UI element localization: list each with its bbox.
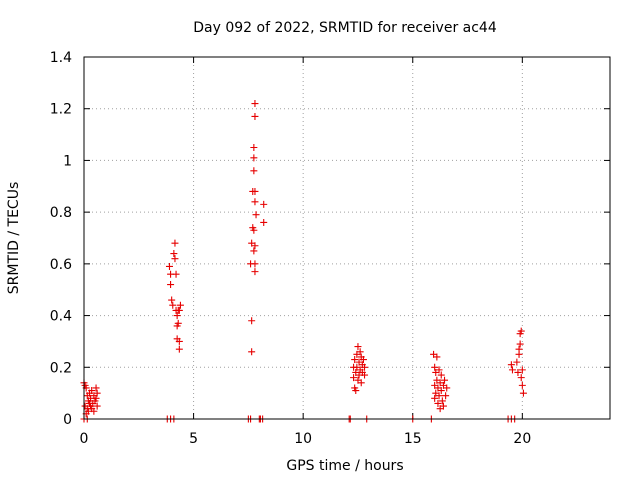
data-point xyxy=(359,356,367,364)
data-point xyxy=(250,247,258,255)
y-tick-label: 1 xyxy=(63,153,72,169)
data-point xyxy=(92,394,100,402)
data-point xyxy=(431,363,439,371)
y-tick-label: 1.4 xyxy=(50,50,72,66)
y-tick-label: 1.2 xyxy=(50,102,72,118)
data-point xyxy=(352,387,360,395)
x-tick-label: 0 xyxy=(80,431,89,447)
data-point xyxy=(251,187,259,195)
data-point xyxy=(517,374,525,382)
data-point xyxy=(443,384,451,392)
data-point xyxy=(513,358,521,366)
data-point xyxy=(441,376,449,384)
data-point xyxy=(173,312,181,320)
data-point xyxy=(439,402,447,410)
data-point xyxy=(517,327,525,335)
data-point xyxy=(354,343,362,351)
data-point xyxy=(176,301,184,309)
data-point xyxy=(251,112,259,120)
data-point xyxy=(175,306,183,314)
data-point xyxy=(260,200,268,208)
y-tick-label: 0.4 xyxy=(50,309,72,325)
y-tick-label: 0.2 xyxy=(50,360,72,376)
data-point xyxy=(167,281,175,289)
axis-ticks: 0 5 10 15 20 0 0.2 0.4 0.6 0.8 1 1.2 1.4 xyxy=(50,50,610,447)
data-point xyxy=(350,374,358,382)
data-point xyxy=(518,381,526,389)
y-tick-label: 0.8 xyxy=(50,205,72,221)
data-point xyxy=(516,340,524,348)
data-point xyxy=(88,387,96,395)
y-axis-label: SRMTID / TECUs xyxy=(6,182,22,295)
x-tick-label: 15 xyxy=(404,431,422,447)
data-point xyxy=(175,345,183,353)
data-point xyxy=(252,211,260,219)
data-point xyxy=(437,371,445,379)
data-point xyxy=(438,397,446,405)
data-point xyxy=(250,226,258,234)
data-point xyxy=(250,144,258,151)
data-points xyxy=(80,100,527,423)
data-point xyxy=(250,154,258,162)
data-point xyxy=(434,399,442,407)
data-point xyxy=(248,348,256,356)
data-point xyxy=(175,337,183,345)
data-point xyxy=(431,394,439,402)
data-point xyxy=(351,356,359,364)
y-tick-label: 0 xyxy=(63,412,72,428)
data-point xyxy=(170,250,178,258)
data-point xyxy=(251,268,259,276)
x-tick-label: 5 xyxy=(189,431,198,447)
x-tick-label: 20 xyxy=(513,431,531,447)
chart-title: Day 092 of 2022, SRMTID for receiver ac4… xyxy=(193,20,497,36)
data-point xyxy=(171,239,179,247)
data-point xyxy=(515,350,523,358)
data-point xyxy=(250,167,258,175)
data-point xyxy=(251,100,259,108)
y-tick-label: 0.6 xyxy=(50,257,72,273)
data-point xyxy=(507,361,515,369)
data-point xyxy=(518,366,526,374)
data-point xyxy=(174,319,182,327)
data-point xyxy=(248,317,256,325)
data-point xyxy=(169,301,177,309)
data-point xyxy=(93,389,101,397)
data-point xyxy=(251,242,259,250)
data-point xyxy=(508,366,516,374)
x-tick-label: 10 xyxy=(294,431,312,447)
data-point xyxy=(361,371,369,379)
data-point xyxy=(93,402,101,410)
data-point xyxy=(519,389,527,397)
data-point xyxy=(90,407,98,415)
data-point xyxy=(171,255,179,263)
data-point xyxy=(165,262,173,270)
data-point xyxy=(168,296,176,304)
data-point xyxy=(251,260,259,268)
data-point xyxy=(92,384,100,392)
data-point xyxy=(437,387,445,395)
grid-lines xyxy=(84,57,610,419)
data-point xyxy=(442,392,450,400)
data-point xyxy=(433,353,441,361)
data-point xyxy=(251,198,259,206)
data-point xyxy=(361,363,369,371)
data-point xyxy=(260,218,268,226)
data-point xyxy=(356,348,364,356)
data-point xyxy=(357,379,365,387)
data-point xyxy=(172,270,180,278)
data-point xyxy=(514,368,522,376)
x-axis-label: GPS time / hours xyxy=(286,458,403,474)
data-point xyxy=(435,392,443,400)
plot-frame xyxy=(83,56,611,420)
data-point xyxy=(435,366,443,374)
